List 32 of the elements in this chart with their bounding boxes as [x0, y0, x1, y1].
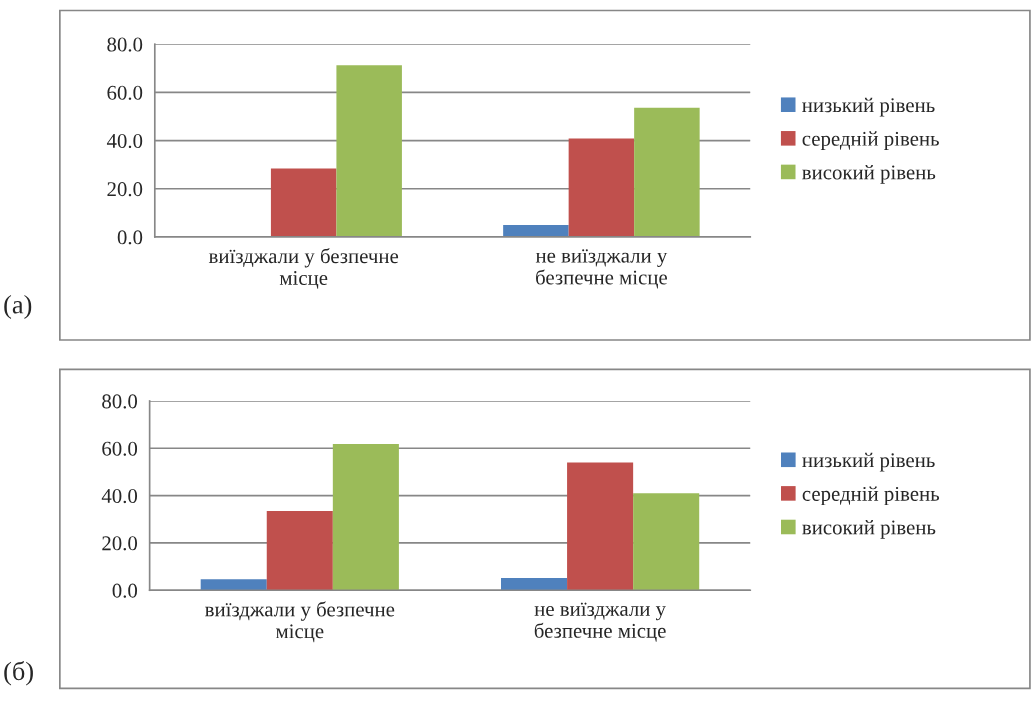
x-tick-label: виїзджали у безпечне місце [208, 248, 399, 289]
legend-label: середній рівень [802, 486, 940, 506]
y-tick-label: 60.0 [102, 441, 138, 456]
x-tick-label: не виїзджали у безпечне місце [535, 249, 668, 289]
y-tick-label: 40.0 [101, 488, 138, 504]
bar [200, 579, 267, 591]
legend-label: низький рівень [802, 452, 935, 472]
legend-label: низький рівень [802, 97, 935, 117]
x-tick-label: не виїзджали у безпечне місце [534, 602, 666, 642]
bar [332, 444, 399, 591]
bar [503, 224, 569, 237]
y-tick-label: 60.0 [107, 85, 143, 100]
bar [270, 168, 337, 237]
y-tick-label: 80.0 [102, 394, 138, 409]
text: (б) [4, 661, 33, 686]
y-tick-label: 40.0 [106, 133, 143, 149]
y-tick-label: 0.0 [117, 230, 143, 245]
bar [568, 138, 635, 237]
bar [336, 65, 402, 237]
legend-label: високий рівень [802, 520, 936, 539]
y-tick-label: 20.0 [107, 182, 143, 197]
y-tick-label: 0.0 [112, 583, 138, 598]
legend-label: високий рівень [802, 164, 936, 184]
legend-label: середній рівень [802, 131, 939, 151]
bar [633, 493, 700, 591]
bar [266, 510, 333, 591]
x-tick-label: виїзджали у безпечне місце [205, 601, 395, 643]
text: (а) [4, 295, 32, 319]
bar [567, 462, 634, 591]
bar [634, 107, 700, 237]
y-tick-label: 80.0 [107, 37, 143, 52]
y-tick-label: 20.0 [102, 536, 138, 551]
